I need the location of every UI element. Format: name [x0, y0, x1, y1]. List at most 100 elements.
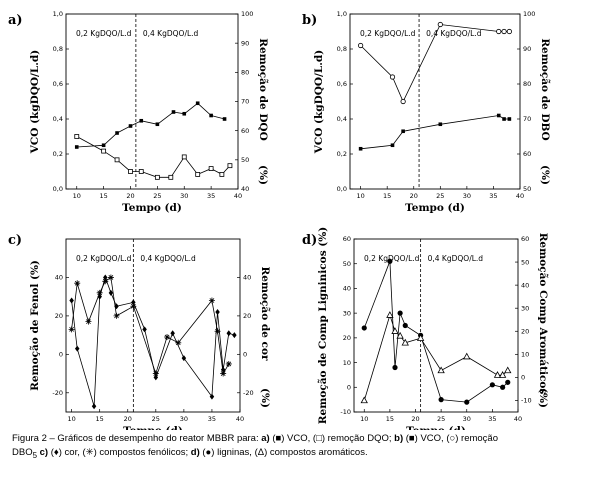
data-point — [500, 384, 506, 390]
y-right-tick-label: 0 — [521, 374, 525, 382]
y-right-tick-label: 90 — [523, 45, 531, 53]
caption-prefix: Figura 2 – Gráficos de desempenho do rea… — [12, 433, 259, 444]
y-right-tick-label: 50 — [521, 258, 529, 266]
phase-label-1: 0,2 KgDQO/L.d — [76, 29, 132, 38]
data-point — [397, 310, 403, 316]
y-right-axis-unit: (%) — [537, 388, 549, 408]
x-tick-label: 20 — [126, 192, 134, 200]
data-point — [227, 163, 233, 169]
plot-frame — [65, 238, 241, 413]
y-right-tick-label: 60 — [241, 127, 249, 135]
x-axis-label: Tempo (d) — [123, 425, 183, 430]
y-left-tick-label: 0 — [347, 383, 351, 391]
data-point — [438, 122, 443, 127]
data-point — [401, 129, 405, 134]
y-right-tick-label: 80 — [241, 69, 249, 77]
y-left-tick-label: 10 — [343, 359, 351, 367]
caption-dbo-sub: 5 — [32, 450, 37, 460]
chart-panel-4: d) 10 15 20 25 30 35 40 -10 0 10 20 30 40 50 60 -10 0 10 20… — [302, 227, 549, 430]
data-point — [386, 311, 394, 318]
data-point — [181, 154, 187, 160]
y-right-axis-unit: (%) — [539, 165, 551, 185]
y-left-tick-label: 0,6 — [53, 80, 63, 88]
data-point — [501, 28, 507, 35]
y-left-axis-label: VCO (kgDQO/L.d) — [313, 50, 325, 154]
y-right-tick-label: -10 — [521, 397, 532, 405]
data-point — [208, 166, 214, 171]
x-tick-label: 25 — [152, 415, 160, 423]
data-point — [107, 274, 114, 281]
data-point — [181, 355, 187, 362]
y-left-tick-label: 1,0 — [53, 10, 63, 18]
data-point — [226, 330, 232, 337]
figure-caption: Figura 2 – Gráficos de desempenho do rea… — [12, 432, 597, 463]
x-tick-label: 20 — [410, 192, 418, 200]
y-left-tick-label: 40 — [55, 274, 63, 282]
x-tick-label: 10 — [73, 192, 81, 200]
y-left-tick-label: 0,2 — [53, 150, 63, 158]
y-left-tick-label: 50 — [343, 260, 351, 268]
caption-c-text: (♦) cor, (✳) compostos fenólicos; — [50, 447, 189, 458]
chart-panel-3: c) 10 15 20 25 30 35 40 -20 0 20 40 -20 0 20 40 0,2 KgDQ… — [8, 233, 271, 430]
y-right-tick-label: 50 — [523, 185, 531, 193]
data-point — [114, 157, 120, 163]
data-point — [489, 382, 495, 388]
data-point — [222, 117, 227, 121]
data-point — [400, 98, 406, 105]
data-point — [219, 172, 225, 177]
phase-label-2: 0,4 KgDQO/L.d — [143, 29, 199, 38]
y-right-axis-label: Remoção de DQO — [257, 38, 269, 140]
data-point — [396, 331, 404, 339]
phase-label-2: 0,4 KgDQO/L.d — [428, 254, 484, 263]
data-point — [208, 297, 215, 304]
x-tick-label: 25 — [437, 415, 445, 423]
data-point — [391, 327, 399, 334]
data-point — [91, 403, 97, 410]
data-point — [437, 21, 443, 28]
series-1-filled-square — [358, 113, 512, 151]
y-right-axis-unit: (%) — [259, 388, 271, 408]
y-left-tick-label: 0,6 — [337, 80, 347, 88]
data-point — [358, 146, 363, 151]
series-line — [76, 136, 231, 178]
y-left-axis-label: Remoção de Fenol (%) — [29, 260, 41, 391]
y-left-axis-label: VCO (kgDQO/L.d) — [29, 50, 41, 154]
y-right-tick-label: 30 — [521, 304, 529, 312]
caption-d-text: (●) ligninas, (Δ) compostos aromáticos. — [202, 447, 368, 458]
y-right-tick-label: 90 — [241, 39, 249, 47]
y-right-tick-label: 60 — [521, 235, 529, 243]
y-right-tick-label: -20 — [243, 389, 254, 397]
x-tick-label: 40 — [236, 415, 244, 423]
y-left-tick-label: 1,0 — [337, 10, 347, 18]
x-axis-label: Tempo (d) — [405, 202, 465, 214]
y-left-tick-label: 20 — [343, 334, 351, 342]
data-point — [493, 371, 502, 378]
data-point — [182, 111, 187, 116]
x-tick-label: 30 — [463, 415, 471, 423]
series-line — [360, 115, 510, 150]
x-tick-label: 20 — [124, 415, 132, 423]
x-axis-label: Tempo (d) — [406, 425, 466, 430]
data-point — [463, 352, 471, 360]
y-left-tick-label: 0,8 — [53, 45, 63, 53]
series-1-filled-square — [74, 101, 227, 149]
phase-label-2: 0,4 KgDQO/L.d — [140, 254, 196, 263]
series-2-open-square — [74, 134, 233, 180]
y-right-tick-label: 70 — [241, 98, 249, 106]
data-point — [130, 303, 137, 310]
data-point — [506, 28, 512, 35]
y-left-tick-label: 0,4 — [53, 115, 63, 123]
y-right-axis-unit: (%) — [257, 165, 269, 185]
data-point — [392, 364, 398, 371]
y-left-tick-label: 0,0 — [337, 185, 347, 193]
x-tick-label: 40 — [234, 192, 242, 200]
data-point — [214, 328, 221, 335]
x-tick-label: 30 — [180, 192, 188, 200]
data-point — [401, 338, 409, 346]
y-left-tick-label: 0,2 — [337, 150, 347, 158]
y-left-tick-label: 0,0 — [53, 185, 63, 193]
y-left-tick-label: 30 — [343, 309, 351, 317]
x-tick-label: 25 — [436, 192, 444, 200]
data-point — [502, 117, 506, 121]
data-point — [68, 326, 75, 333]
